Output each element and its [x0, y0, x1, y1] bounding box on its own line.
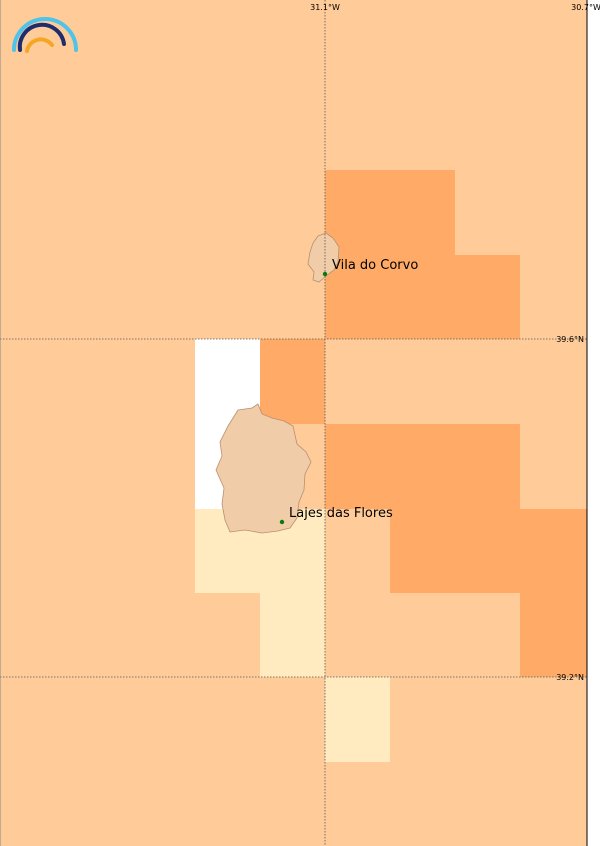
island-corvo [307, 232, 340, 283]
cell [260, 593, 325, 677]
cell [325, 424, 520, 509]
cell [390, 509, 587, 593]
place-marker [279, 519, 285, 525]
place-marker [322, 271, 328, 277]
cell [260, 339, 325, 424]
lon-label: 31.1°W [310, 3, 340, 12]
lon-label: 30.7°W [571, 3, 600, 12]
lat-label: 39.2°N [556, 673, 584, 682]
cell [520, 593, 587, 677]
logo-arc [25, 37, 54, 53]
logo-arc [17, 22, 66, 52]
place-label: Vila do Corvo [332, 258, 418, 273]
cell [325, 677, 390, 762]
logo-arc [12, 17, 78, 52]
cell [325, 170, 455, 255]
cell [325, 255, 520, 339]
lat-label: 39.6°N [556, 335, 584, 344]
logo [12, 17, 78, 53]
island-flores [215, 403, 312, 534]
place-label: Lajes das Flores [289, 506, 393, 521]
